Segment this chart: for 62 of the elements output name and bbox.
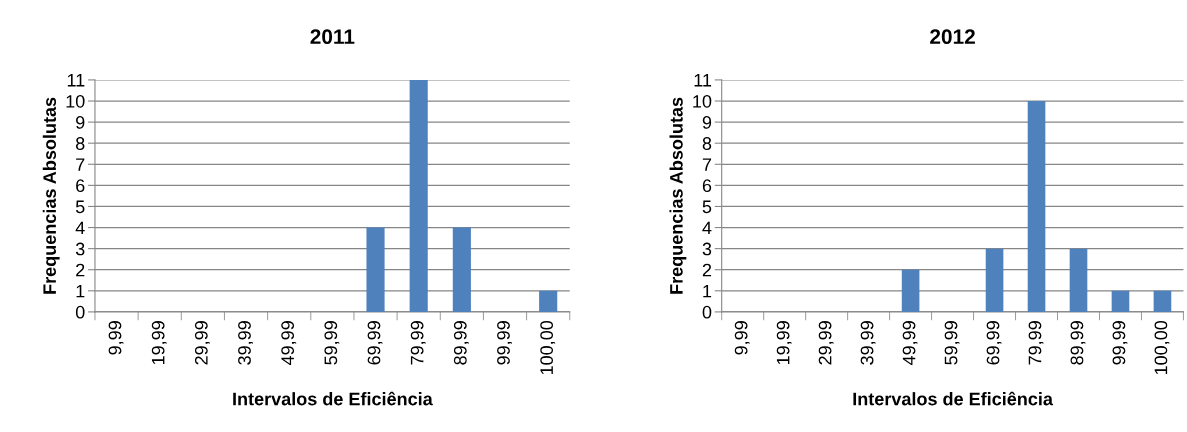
y-axis-title: Frequencias Absolutas — [669, 97, 687, 294]
x-tick-label: 100,00 — [540, 320, 556, 375]
x-tick-label: 49,99 — [281, 321, 297, 365]
x-tick-label: 69,99 — [367, 321, 383, 365]
x-tick-label: 39,99 — [860, 321, 876, 365]
bar — [1111, 290, 1130, 312]
bar — [901, 269, 920, 312]
x-tick-label: 49,99 — [902, 321, 918, 365]
y-tick-label: 10 — [693, 94, 712, 108]
x-tick-label: 79,99 — [1028, 321, 1044, 365]
x-tick-label: 99,99 — [497, 321, 512, 365]
x-tick-label: 9,99 — [108, 321, 124, 355]
x-tick-label: 99,99 — [1112, 321, 1128, 365]
y-tick-label: 11 — [694, 74, 712, 87]
y-tick-label: 11 — [67, 74, 85, 87]
bar — [366, 227, 385, 312]
y-tick-label: 1 — [76, 284, 85, 298]
y-tick-label: 7 — [76, 158, 85, 171]
bar — [1027, 101, 1046, 312]
x-tick-label: 89,99 — [453, 321, 469, 365]
x-tick-label: 39,99 — [238, 321, 254, 365]
chart-title: 2011 — [310, 29, 355, 45]
y-tick-label: 8 — [75, 137, 85, 150]
y-tick-label: 2 — [76, 263, 85, 277]
bar — [452, 227, 471, 312]
y-tick-label: 3 — [75, 242, 85, 256]
bar — [409, 79, 428, 312]
x-tick-label: 59,99 — [324, 321, 340, 365]
x-tick-label: 69,99 — [986, 321, 1002, 365]
y-axis-title: Frequencias Absolutas — [42, 97, 60, 294]
bar — [1069, 248, 1088, 312]
bar — [1153, 290, 1172, 312]
x-axis-title: Intervalos de Eficiência — [853, 391, 1054, 406]
y-tick-label: 9 — [76, 116, 85, 129]
x-tick-label: 29,99 — [194, 321, 210, 365]
x-axis-title: Intervalos de Eficiência — [233, 391, 433, 406]
y-tick-label: 5 — [702, 200, 712, 214]
y-tick-label: 6 — [702, 179, 712, 193]
y-tick-label: 3 — [702, 242, 712, 256]
y-tick-label: 4 — [75, 221, 85, 235]
y-tick-label: 8 — [702, 137, 712, 150]
x-tick-label: 89,99 — [1070, 321, 1086, 365]
y-tick-label: 1 — [703, 284, 712, 298]
y-tick-label: 7 — [702, 158, 712, 171]
y-tick-label: 0 — [75, 305, 85, 319]
x-tick-label: 19,99 — [151, 321, 167, 365]
y-tick-label: 10 — [66, 94, 85, 108]
y-tick-label: 9 — [702, 116, 712, 129]
y-tick-label: 5 — [75, 200, 85, 214]
y-tick-label: 2 — [702, 263, 712, 277]
x-tick-label: 9,99 — [734, 321, 750, 355]
x-tick-label: 19,99 — [776, 321, 792, 365]
x-tick-label: 79,99 — [410, 321, 426, 365]
bar — [539, 290, 558, 312]
x-tick-label: 29,99 — [818, 321, 834, 365]
y-tick-label: 6 — [76, 179, 85, 193]
y-tick-label: 0 — [702, 305, 712, 319]
x-tick-label: 100,00 — [1154, 320, 1170, 375]
y-tick-label: 4 — [702, 221, 712, 235]
chart-title: 2012 — [930, 29, 975, 45]
bar — [985, 248, 1004, 312]
x-tick-label: 59,99 — [944, 321, 960, 365]
